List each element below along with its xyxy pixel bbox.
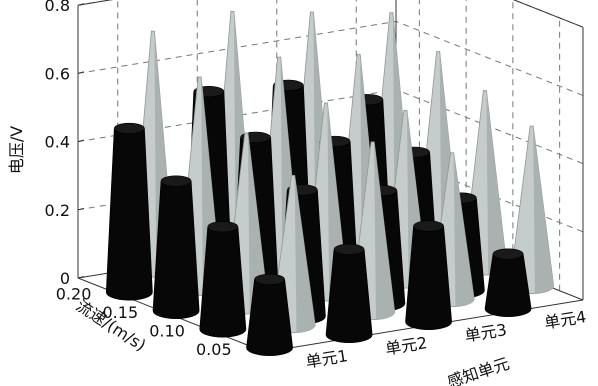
x-tick-label: 单元1 bbox=[304, 346, 349, 371]
cone-shade bbox=[486, 90, 507, 276]
cone-dark bbox=[484, 248, 532, 318]
cone-cap bbox=[254, 273, 285, 285]
cone-shade bbox=[247, 132, 269, 315]
z-axis-ticks: 0 0.2 0.4 0.6 0.8 bbox=[45, 0, 85, 288]
cone-body bbox=[105, 128, 153, 301]
y-tick-label: 0.05 bbox=[196, 340, 232, 359]
cone-body bbox=[246, 279, 293, 357]
z-axis-label: 电压/V bbox=[7, 126, 26, 174]
z-tick-mark bbox=[77, 3, 85, 6]
z-tick-label: 0.8 bbox=[45, 0, 70, 15]
z-tick-label: 0.2 bbox=[45, 201, 70, 220]
x-tick-label: 单元4 bbox=[543, 307, 588, 332]
y-tick-label: 0.20 bbox=[56, 284, 92, 303]
z-tick-mark bbox=[77, 71, 85, 74]
cone-dark bbox=[199, 221, 247, 338]
z-tick-label: 0.6 bbox=[45, 64, 70, 83]
cone-dark bbox=[105, 122, 153, 301]
cone-shade bbox=[453, 152, 475, 307]
y-axis-ticks: 0.20 0.15 0.10 0.05 bbox=[56, 284, 232, 359]
cone-cap bbox=[492, 248, 524, 260]
cone-cap bbox=[207, 221, 239, 233]
cone-cap bbox=[114, 122, 145, 134]
cone-body bbox=[152, 180, 200, 320]
cone-dark bbox=[152, 175, 200, 320]
cones bbox=[105, 10, 555, 357]
z-tick-label: 0 bbox=[60, 269, 70, 288]
x-axis-label: 感知单元 bbox=[445, 354, 512, 386]
cone-shade bbox=[533, 125, 554, 294]
axis-edge bbox=[77, 0, 113, 6]
y-tick-label: 0.15 bbox=[103, 303, 139, 322]
cone-body bbox=[325, 249, 373, 344]
z-tick-mark bbox=[77, 207, 85, 211]
cone-shade bbox=[374, 141, 395, 320]
cone-dark bbox=[325, 243, 373, 344]
cone-body bbox=[199, 226, 247, 338]
cone-dark bbox=[405, 220, 452, 331]
cone-dark bbox=[246, 273, 293, 357]
cone-cap bbox=[160, 175, 192, 187]
axis-edge bbox=[512, 0, 584, 28]
z-tick-label: 0.4 bbox=[45, 133, 70, 152]
x-tick-label: 单元3 bbox=[463, 320, 508, 345]
z-tick-mark bbox=[77, 139, 85, 143]
cone-body bbox=[484, 253, 532, 318]
y-tick-label: 0.10 bbox=[149, 321, 185, 340]
x-tick-label: 单元2 bbox=[384, 333, 429, 358]
cone-body bbox=[405, 226, 452, 331]
cone-cap bbox=[333, 243, 365, 255]
cone-cap bbox=[413, 220, 444, 232]
cone-shade bbox=[294, 174, 316, 333]
z-tick-mark bbox=[77, 276, 85, 279]
